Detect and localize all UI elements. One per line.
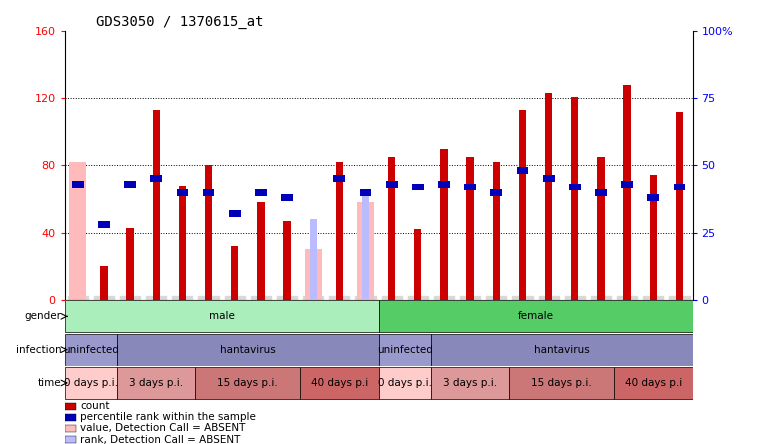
Text: gender: gender [24, 311, 62, 321]
Bar [152, 110, 160, 300]
Bar [414, 229, 422, 300]
Bar [72, 181, 84, 187]
Bar [100, 266, 107, 300]
Text: 3 days p.i.: 3 days p.i. [443, 378, 497, 388]
Bar [360, 189, 371, 196]
Text: 15 days p.i.: 15 days p.i. [531, 378, 592, 388]
Bar [310, 219, 317, 300]
Bar [229, 210, 240, 217]
Bar [378, 334, 431, 366]
Bar [205, 166, 212, 300]
Bar [65, 403, 76, 410]
Text: 3 days p.i.: 3 days p.i. [129, 378, 183, 388]
Text: GDS3050 / 1370615_at: GDS3050 / 1370615_at [96, 15, 263, 29]
Text: infection: infection [16, 345, 62, 355]
Bar [333, 175, 345, 182]
Bar [255, 189, 267, 196]
Bar [388, 157, 396, 300]
Bar [676, 112, 683, 300]
Bar [151, 175, 162, 182]
Bar [464, 183, 476, 190]
Bar [431, 334, 693, 366]
Text: 0 days p.i.: 0 days p.i. [377, 378, 431, 388]
Bar [543, 175, 555, 182]
Bar [336, 162, 343, 300]
Bar [202, 189, 215, 196]
Bar [673, 183, 686, 190]
Bar [466, 157, 474, 300]
Bar [65, 367, 117, 399]
Bar [196, 367, 300, 399]
Bar [597, 157, 605, 300]
Bar [614, 367, 693, 399]
Bar [357, 202, 374, 300]
Bar [281, 194, 293, 201]
Bar [126, 227, 134, 300]
Bar [571, 96, 578, 300]
Bar [117, 367, 196, 399]
Text: male: male [209, 311, 234, 321]
Bar [438, 181, 450, 187]
Bar [362, 192, 369, 300]
Text: value, Detection Call = ABSENT: value, Detection Call = ABSENT [81, 424, 246, 433]
Text: percentile rank within the sample: percentile rank within the sample [81, 412, 256, 422]
Bar [490, 189, 502, 196]
Text: time: time [38, 378, 62, 388]
Bar [283, 221, 291, 300]
Bar [441, 149, 447, 300]
Bar [177, 189, 188, 196]
Bar [304, 250, 322, 300]
Text: count: count [81, 401, 110, 411]
Bar [124, 181, 136, 187]
Bar [621, 181, 633, 187]
Bar [300, 367, 378, 399]
Text: 40 days p.i: 40 days p.i [625, 378, 682, 388]
Bar [517, 167, 528, 174]
Text: uninfected: uninfected [377, 345, 433, 355]
Bar [519, 110, 526, 300]
Bar [569, 183, 581, 190]
Bar [545, 93, 552, 300]
Text: 0 days p.i.: 0 days p.i. [64, 378, 118, 388]
Bar [412, 183, 424, 190]
Bar [623, 85, 631, 300]
Bar [65, 425, 76, 432]
Bar [648, 194, 659, 201]
Bar [69, 162, 86, 300]
Bar [492, 162, 500, 300]
Bar [65, 301, 379, 332]
Bar [117, 334, 379, 366]
Bar [65, 414, 76, 421]
Text: female: female [517, 311, 553, 321]
Bar [650, 175, 657, 300]
Bar [257, 202, 265, 300]
Bar [386, 181, 397, 187]
Bar [509, 367, 614, 399]
Bar [98, 221, 110, 228]
Bar [378, 367, 431, 399]
Bar [378, 301, 693, 332]
Bar [595, 189, 607, 196]
Text: uninfected: uninfected [63, 345, 119, 355]
Text: hantavirus: hantavirus [533, 345, 590, 355]
Bar [431, 367, 509, 399]
Text: 15 days p.i.: 15 days p.i. [218, 378, 279, 388]
Bar [231, 246, 238, 300]
Text: rank, Detection Call = ABSENT: rank, Detection Call = ABSENT [81, 435, 240, 444]
Text: hantavirus: hantavirus [220, 345, 275, 355]
Text: 40 days p.i: 40 days p.i [310, 378, 368, 388]
Bar [179, 186, 186, 300]
Bar [65, 334, 117, 366]
Bar [65, 436, 76, 443]
